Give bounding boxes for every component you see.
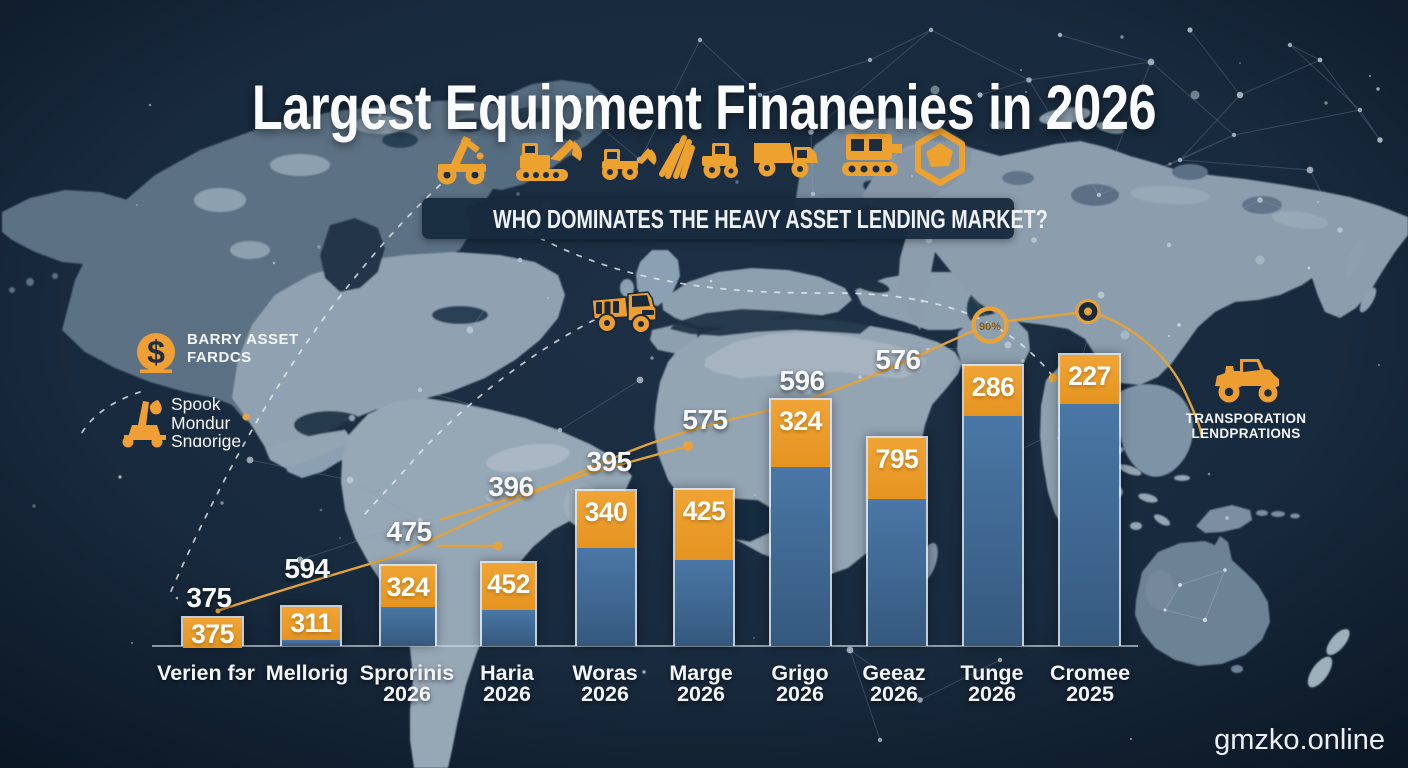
svg-text:90%: 90% <box>979 321 1001 333</box>
svg-text:$: $ <box>147 334 165 370</box>
